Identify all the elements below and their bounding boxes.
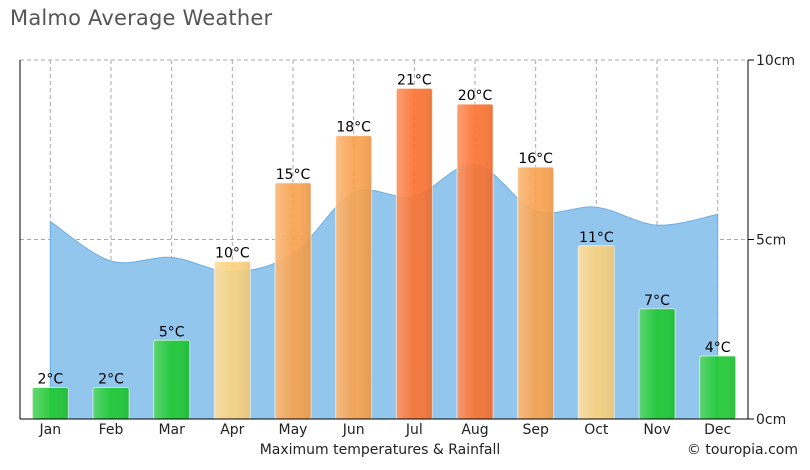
x-axis-tick-label: Feb — [99, 422, 124, 438]
bar-shine — [699, 356, 736, 419]
x-axis-tick-label: May — [279, 422, 308, 438]
credit-text: © touropia.com — [686, 442, 798, 458]
x-axis-tick-label: Jul — [405, 422, 423, 438]
bar-shine — [396, 88, 433, 419]
rainfall-area — [49, 163, 719, 420]
x-axis-tick-label: Aug — [461, 422, 488, 438]
x-axis-tick-label: Nov — [643, 422, 670, 438]
bar-value-label: 5°C — [159, 324, 185, 340]
x-axis-tick-label: Jan — [39, 422, 62, 438]
right-axis-tick-label: 10cm — [756, 53, 795, 69]
bar-value-label: 7°C — [644, 293, 670, 309]
bar-shine — [335, 135, 372, 419]
bar-value-label: 2°C — [37, 372, 63, 388]
bar-shine — [32, 387, 69, 419]
bar-value-label: 21°C — [397, 72, 432, 88]
temperature-bars-layer — [31, 87, 737, 420]
bar-value-label: 20°C — [458, 88, 493, 104]
bar-shine — [578, 245, 615, 419]
chart-title: Malmo Average Weather — [10, 6, 273, 30]
bar-shine — [214, 261, 251, 419]
axes: 0cm 5cm 10cm Jan Feb Mar Apr May Jun Jul Aug Sep Oct… — [19, 53, 795, 438]
bar-value-label: 16°C — [518, 151, 553, 167]
bar-shine — [275, 182, 311, 419]
rainfall-area-layer — [49, 163, 719, 420]
bar-shine — [153, 340, 190, 419]
bar-shine — [639, 308, 675, 419]
bar-value-label: 15°C — [276, 167, 311, 183]
x-axis-tick-label: Apr — [220, 422, 244, 438]
bar-value-label: 2°C — [98, 372, 124, 388]
x-axis-tick-label: Sep — [522, 422, 549, 438]
bar-value-label: 11°C — [579, 230, 614, 246]
x-axis-label: Maximum temperatures & Rainfall — [259, 442, 501, 458]
bar-labels-layer: 2°C 2°C 5°C 10°C 15°C 18°C 21°C 20°C 16°C 11°C 7°C… — [37, 72, 730, 387]
bar-shine — [93, 387, 129, 419]
bar-shine — [517, 167, 554, 419]
bar-value-label: 10°C — [215, 246, 250, 262]
bar-value-label: 4°C — [705, 340, 731, 356]
right-axis-tick-label: 5cm — [756, 233, 786, 249]
x-axis-tick-label: Oct — [584, 422, 609, 438]
x-axis-tick-label: Dec — [704, 422, 731, 438]
right-axis-tick-label: 0cm — [756, 412, 786, 428]
bar-shine — [457, 104, 493, 420]
x-axis-tick-label: Mar — [158, 422, 185, 438]
x-axis-tick-label: Jun — [342, 422, 365, 438]
bar-value-label: 18°C — [336, 120, 371, 136]
